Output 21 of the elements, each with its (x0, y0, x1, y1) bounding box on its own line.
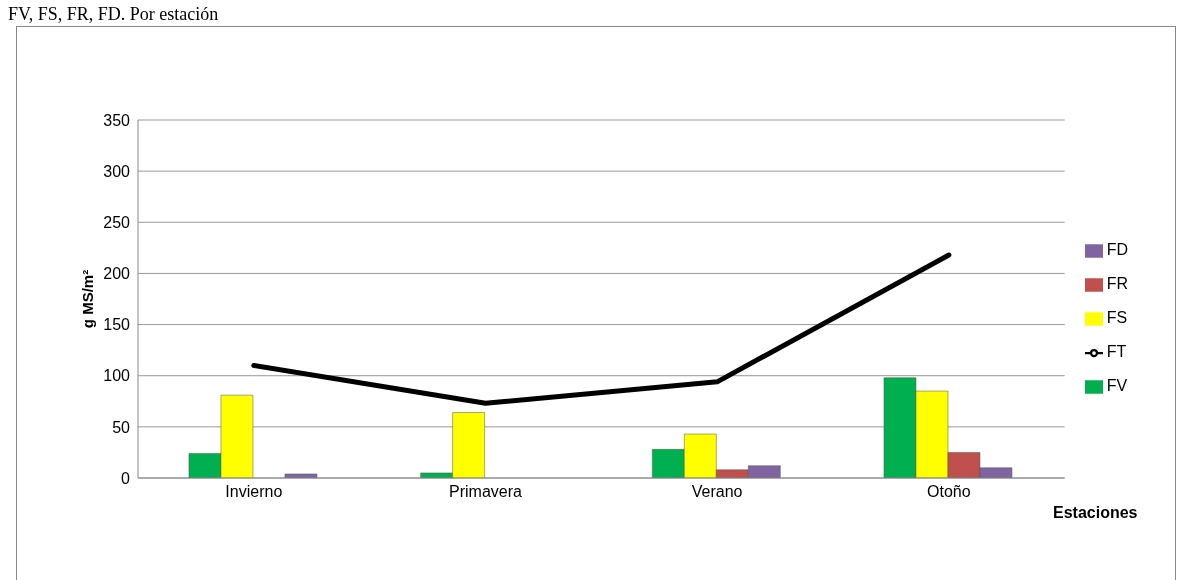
y-tick-label: 150 (103, 316, 131, 334)
legend-label: FS (1106, 309, 1128, 326)
y-tick-label: 50 (112, 418, 131, 436)
x-axis-title: Estaciones (1053, 504, 1138, 522)
x-tick-label: Verano (691, 483, 743, 501)
bar (284, 473, 318, 478)
y-tick-label: 300 (103, 162, 131, 180)
legend-label: FR (1106, 275, 1128, 292)
chart-title: FV, FS, FR, FD. Por estación (8, 4, 219, 25)
x-tick-label: Invierno (225, 483, 283, 501)
x-tick-label: Primavera (449, 483, 523, 501)
y-tick-label: 200 (103, 265, 131, 283)
y-tick-label: 250 (103, 213, 131, 231)
x-tick-label: Otoño (927, 483, 971, 501)
legend-label: FT (1106, 343, 1127, 360)
y-tick-label: 0 (121, 469, 131, 487)
y-axis-title: g MS/m² (79, 269, 96, 329)
y-tick-label: 350 (103, 111, 131, 129)
legend-label: FD (1106, 241, 1128, 258)
y-tick-label: 100 (103, 367, 131, 385)
legend-label: FV (1106, 377, 1128, 394)
